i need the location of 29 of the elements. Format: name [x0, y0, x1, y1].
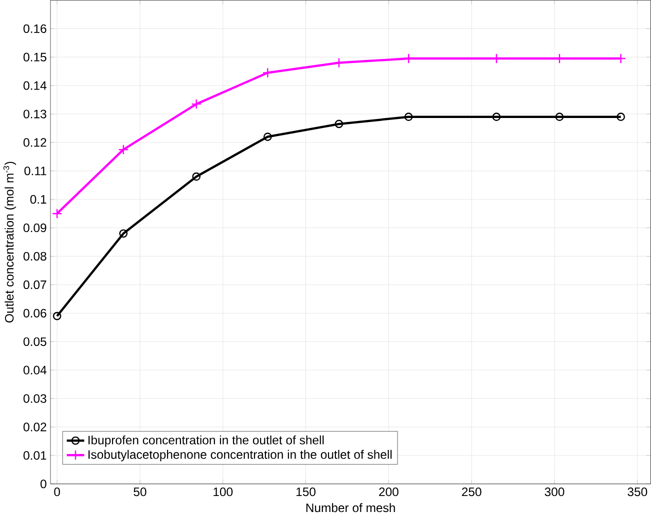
- x-tick-label: 0: [54, 488, 60, 496]
- y-tick-label: 0.16: [24, 24, 46, 34]
- y-tick-label: 0.06: [24, 309, 46, 318]
- x-tick-label: 100: [214, 488, 233, 496]
- x-axis-title: Number of mesh: [306, 503, 395, 512]
- y-tick-label: 0.11: [24, 166, 46, 176]
- x-tick-label: 50: [134, 488, 146, 496]
- y-tick-label: 0.12: [24, 138, 46, 148]
- y-tick-label: 0.09: [24, 224, 46, 232]
- y-tick-label: 0.08: [24, 252, 46, 261]
- y-tick-label: 0.03: [24, 394, 46, 404]
- y-tick-label: 0.01: [24, 451, 46, 460]
- y-tick-label: 0.1: [30, 195, 46, 204]
- y-tick-label: 0.15: [24, 53, 46, 62]
- y-tick-label: 0: [40, 480, 46, 488]
- legend-label: Ibuprofen concentration in the outlet of shell: [88, 436, 324, 448]
- y-tick-label: 0.02: [24, 422, 46, 432]
- y-tick-label: 0.07: [24, 280, 46, 290]
- y-tick-label: 0.04: [24, 366, 46, 375]
- x-tick-label: 150: [296, 488, 316, 496]
- x-tick-label: 350: [628, 488, 648, 496]
- y-axis-title: Outlet concentration (mol m$^{-3}$): [3, 162, 16, 323]
- y-tick-label: 0.05: [24, 338, 46, 346]
- y-tick-label: 0.14: [24, 81, 46, 90]
- x-tick-label: 300: [544, 488, 564, 496]
- y-tick-label: 0.13: [24, 110, 46, 119]
- legend-label: Isobutylacetophenone concentration in the outlet of shell: [88, 450, 392, 462]
- x-tick-label: 250: [462, 488, 482, 496]
- x-tick-label: 200: [379, 488, 398, 496]
